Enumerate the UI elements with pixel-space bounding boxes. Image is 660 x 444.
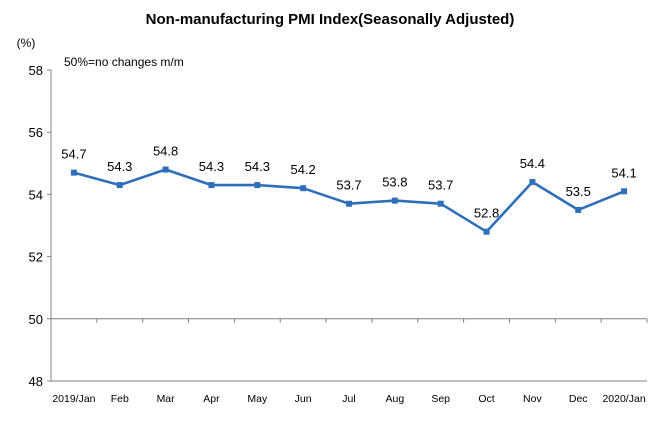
y-tick-label: 50 (29, 312, 43, 327)
x-tick-label: Apr (203, 393, 220, 405)
data-labels: 54.7 54.3 54.8 54.3 54.3 54.2 53.7 53.8 53.7 52.8… (61, 144, 636, 221)
chart-annotation: 50%=no changes m/m (64, 55, 184, 69)
data-label: 54.2 (290, 162, 315, 177)
x-tick-label: 2020/Jan (602, 393, 645, 405)
y-tick-label: 58 (29, 63, 43, 78)
x-tick-label: May (247, 393, 268, 405)
data-label: 54.8 (153, 144, 178, 159)
y-axis-unit-label: (%) (17, 36, 36, 50)
x-tick-label: Aug (386, 393, 405, 405)
x-tick-label: Nov (523, 393, 542, 405)
y-tick-label: 56 (29, 125, 43, 140)
y-tick-label: 52 (29, 250, 43, 265)
series-markers (70, 166, 628, 235)
axes (47, 69, 648, 382)
data-point-marker (70, 169, 77, 176)
x-tick-label: Sep (431, 393, 450, 405)
data-label: 54.3 (245, 159, 270, 174)
data-label: 53.8 (382, 175, 407, 190)
chart-title: Non-manufacturing PMI Index(Seasonally A… (146, 11, 515, 28)
data-point-marker (483, 228, 490, 235)
x-tick-label: Mar (157, 393, 176, 405)
y-tick-label: 54 (29, 187, 43, 202)
data-point-marker (162, 166, 169, 173)
data-point-marker (391, 197, 398, 204)
data-point-marker (529, 178, 536, 185)
data-label: 54.4 (520, 156, 545, 171)
data-label: 54.3 (107, 159, 132, 174)
x-tick-label: Jun (295, 393, 312, 405)
y-tick-label: 48 (29, 374, 43, 389)
data-point-marker (346, 200, 352, 207)
data-label: 53.5 (566, 184, 591, 199)
data-label: 53.7 (428, 178, 453, 193)
data-label: 54.1 (611, 165, 636, 180)
data-label: 54.3 (199, 159, 224, 174)
data-point-marker (621, 188, 628, 195)
data-point-marker (116, 182, 123, 189)
y-tick-labels: 48 50 52 54 56 58 (29, 63, 43, 389)
data-label: 53.7 (336, 178, 361, 193)
data-point-marker (300, 185, 307, 192)
data-point-marker (575, 206, 582, 213)
x-tick-label: Dec (569, 393, 588, 405)
x-tick-label: Jul (342, 393, 355, 405)
data-label: 54.7 (61, 147, 86, 162)
data-point-marker (254, 182, 261, 189)
data-point-marker (437, 200, 444, 207)
data-point-marker (208, 182, 215, 189)
x-tick-label: 2019/Jan (52, 393, 95, 405)
x-tick-label: Feb (111, 393, 129, 405)
data-label: 52.8 (474, 206, 499, 221)
x-tick-label: Oct (478, 393, 494, 405)
x-tick-labels: 2019/Jan Feb Mar Apr May Jun Jul Aug Sep Oct Nov De… (52, 393, 646, 405)
